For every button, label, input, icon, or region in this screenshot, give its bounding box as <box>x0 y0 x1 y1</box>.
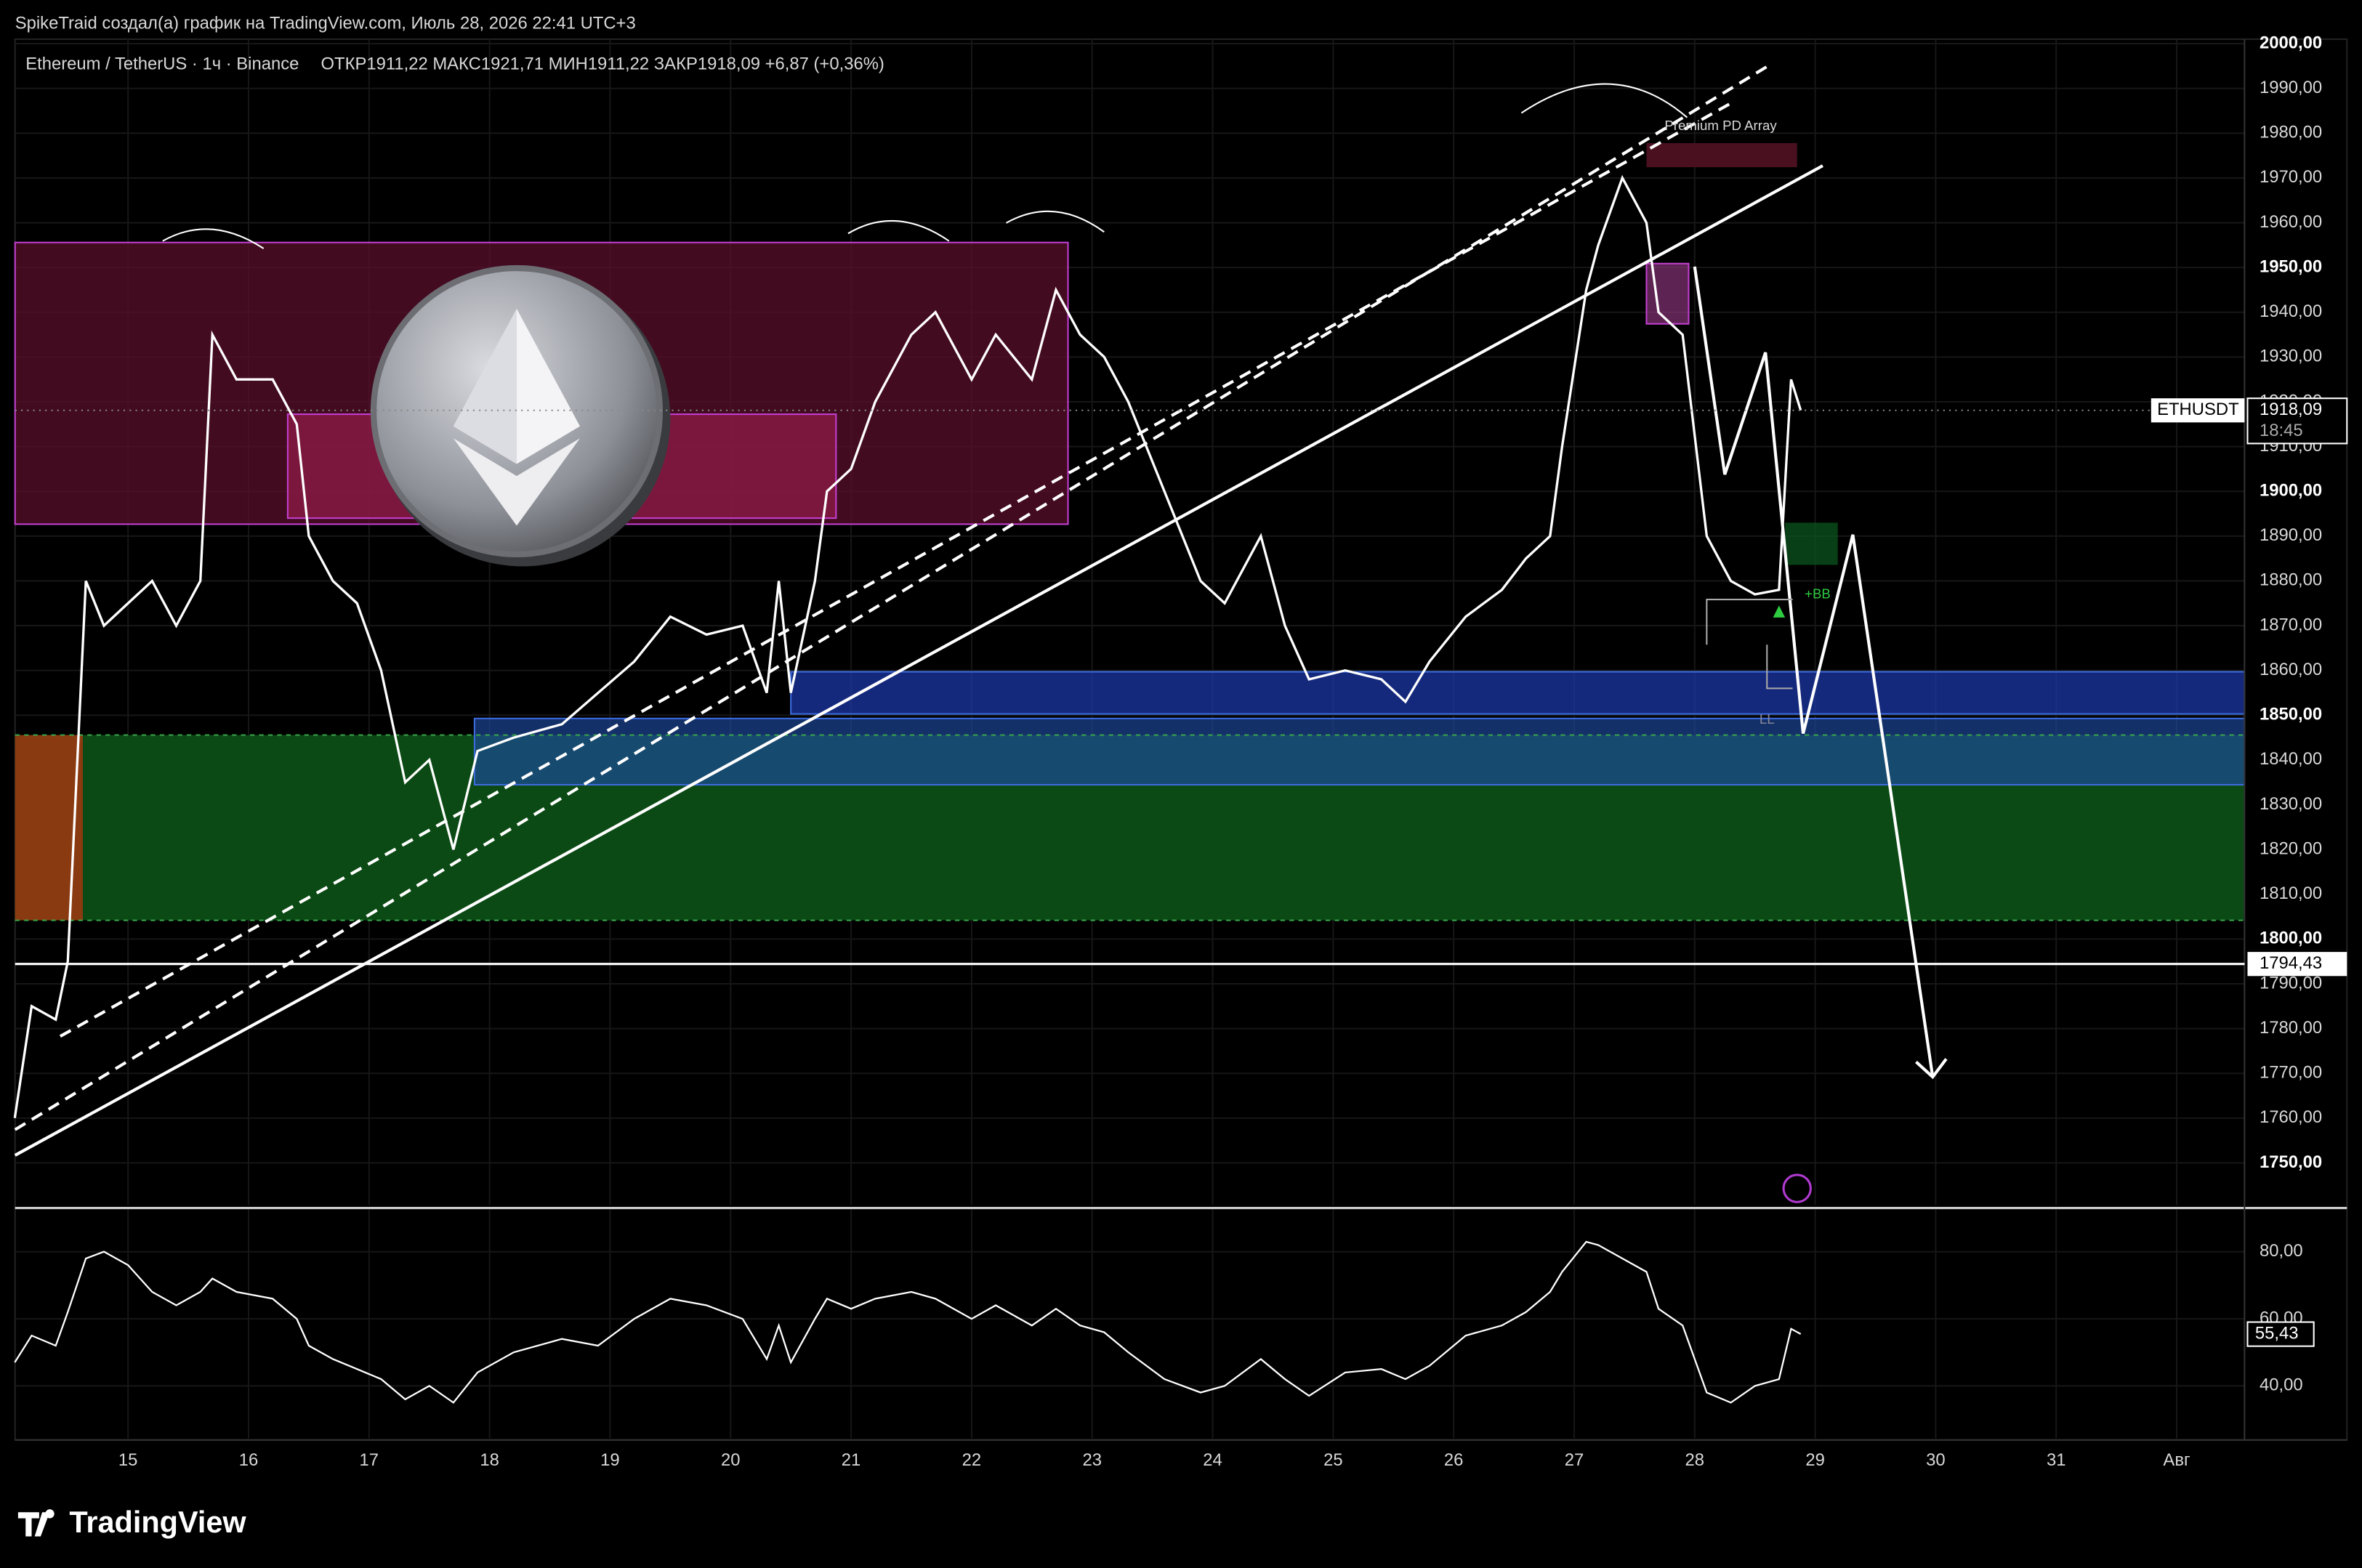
logo-text: TradingView <box>69 1505 246 1539</box>
y-tick-label: 1780,00 <box>2260 1018 2322 1038</box>
attribution: SpikeTraid создал(а) график на TradingVi… <box>15 13 636 33</box>
annotation: LL <box>1760 711 1775 727</box>
x-tick-label: 31 <box>2047 1450 2066 1470</box>
y-tick-label: 2000,00 <box>2260 33 2322 52</box>
y-tick-label: 1930,00 <box>2260 347 2322 366</box>
y-tick-label: 1800,00 <box>2260 929 2322 948</box>
premium-box <box>1646 142 1797 168</box>
x-tick-label: 17 <box>360 1450 379 1470</box>
y-tick-label: 1940,00 <box>2260 302 2322 321</box>
y-tick-label: 1810,00 <box>2260 884 2322 903</box>
swing-arc <box>162 228 265 249</box>
fvg-zone <box>473 717 2246 786</box>
x-tick-label: 30 <box>1926 1450 1946 1470</box>
trend-line <box>14 164 1823 1157</box>
x-tick-label: 21 <box>842 1450 861 1470</box>
bb-box <box>1785 522 1838 565</box>
y-tick-label: 1890,00 <box>2260 525 2322 545</box>
swing-arc <box>1520 83 1688 118</box>
y-tick-label: 1980,00 <box>2260 123 2322 142</box>
level-label-box <box>2247 952 2347 977</box>
annotation: +BB <box>1805 586 1831 602</box>
signal-triangle <box>1773 605 1786 618</box>
range-marker <box>1766 644 1793 690</box>
x-tick-label: 15 <box>118 1450 138 1470</box>
y-tick-label: 1760,00 <box>2260 1107 2322 1127</box>
level-label: 1794,43 <box>2260 953 2322 973</box>
ohlc: ОТКР1911,22 МАКС1921,71 МИН1911,22 ЗАКР1… <box>321 54 884 73</box>
x-tick-label: 20 <box>721 1450 741 1470</box>
price-line <box>13 174 1802 1119</box>
countdown: 18:45 <box>2260 421 2303 440</box>
y-tick-label: 1790,00 <box>2260 973 2322 993</box>
last-price-label: 1918,09 <box>2260 400 2322 419</box>
projection-arrowhead <box>1915 1058 1948 1080</box>
y-tick-label: 1970,00 <box>2260 167 2322 187</box>
y-tick-label: 1950,00 <box>2260 256 2322 276</box>
swing-arc <box>847 219 950 242</box>
rsi-value-label: 55,43 <box>2255 1323 2299 1343</box>
y-tick-label: 1750,00 <box>2260 1152 2322 1172</box>
x-tick-label: 27 <box>1565 1450 1584 1470</box>
range-marker <box>1706 599 1793 645</box>
swing-arc <box>1006 210 1105 233</box>
symbol-box <box>2151 398 2245 423</box>
x-tick-label: 26 <box>1444 1450 1464 1470</box>
channel-line <box>59 101 1733 1038</box>
last-price-box <box>2246 397 2348 445</box>
y-tick-label: 1960,00 <box>2260 212 2322 232</box>
alert-icon <box>1782 1173 1812 1203</box>
x-tick-label: 28 <box>1685 1450 1705 1470</box>
x-tick-label: 16 <box>239 1450 259 1470</box>
y-tick-label: 1870,00 <box>2260 615 2322 634</box>
x-tick-label: 29 <box>1805 1450 1825 1470</box>
y-tick-label: 1880,00 <box>2260 570 2322 590</box>
y-tick-label: 1860,00 <box>2260 660 2322 679</box>
x-tick-label: 24 <box>1203 1450 1222 1470</box>
x-tick-label: 19 <box>600 1450 620 1470</box>
rsi-value-box <box>2246 1321 2315 1347</box>
y-tick-label: 1820,00 <box>2260 838 2322 858</box>
y-tick-label: 1830,00 <box>2260 794 2322 814</box>
footer-logo: TradingView <box>17 1505 246 1539</box>
y-tick-label: 1850,00 <box>2260 705 2322 724</box>
symbol-label: ETHUSDT <box>2157 400 2239 419</box>
annotation: Premium PD Array <box>1664 118 1777 133</box>
y-tick-label: 40,00 <box>2260 1375 2303 1395</box>
x-tick-label: 18 <box>480 1450 499 1470</box>
channel-line <box>14 63 1771 1131</box>
price-line <box>14 1240 1802 1404</box>
ethereum-logo <box>370 264 671 567</box>
y-tick-label: 80,00 <box>2260 1241 2303 1261</box>
projection-path <box>1693 266 1935 1078</box>
y-tick-label: 1840,00 <box>2260 749 2322 769</box>
x-tick-label: 23 <box>1082 1450 1102 1470</box>
symbol-title: Ethereum / TetherUS · 1ч · Binance <box>25 54 299 73</box>
fvg-zone-upper <box>790 671 2246 715</box>
demand-zone-origin <box>15 735 83 921</box>
y-tick-label: 1990,00 <box>2260 78 2322 97</box>
x-tick-label: 22 <box>962 1450 982 1470</box>
y-tick-label: 1770,00 <box>2260 1063 2322 1083</box>
x-tick-label: 25 <box>1323 1450 1343 1470</box>
y-tick-label: 1900,00 <box>2260 481 2322 501</box>
x-tick-label: Авг <box>2163 1450 2190 1470</box>
